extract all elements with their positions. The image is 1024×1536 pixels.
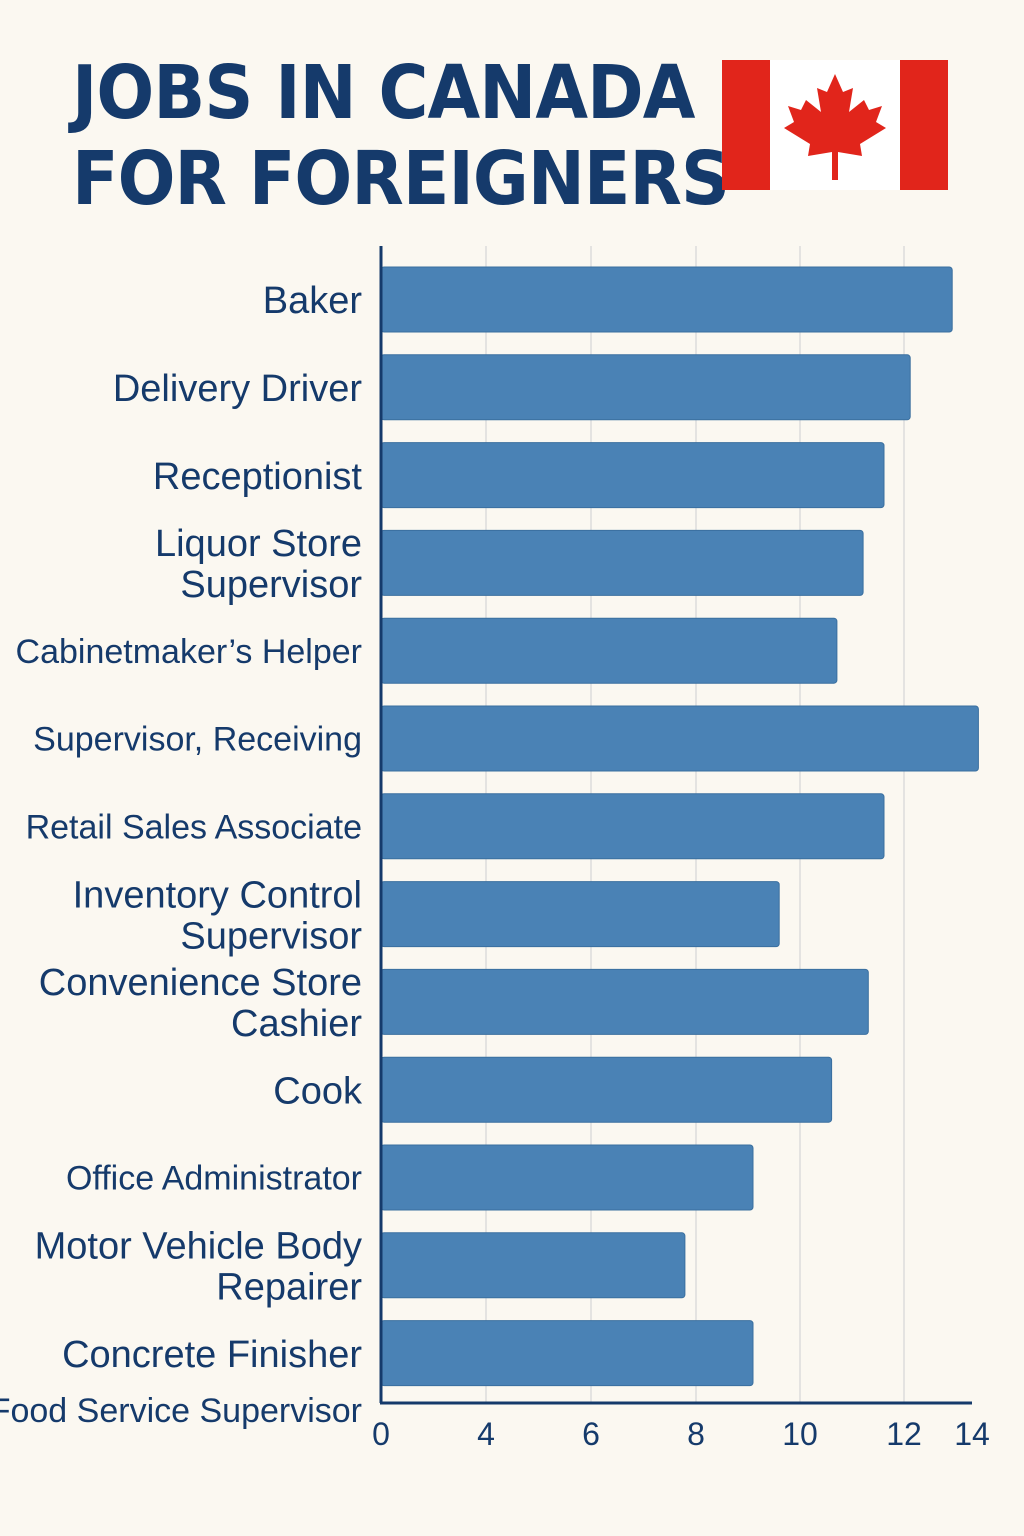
category-label-line: Food Service Supervisor: [0, 1392, 362, 1430]
category-label-line: Repairer: [216, 1267, 362, 1309]
category-label-1: Baker: [263, 280, 363, 322]
canada-flag-icon: [722, 60, 948, 190]
x-tick-label-14: 14: [954, 1416, 990, 1452]
category-label-line: Concrete Finisher: [62, 1334, 362, 1376]
page-title: JOBS IN CANADA FOR FOREIGNERS: [72, 50, 730, 222]
bar-4: [380, 529, 864, 596]
x-tick-label-4: 4: [477, 1416, 495, 1452]
category-label-line: Cook: [273, 1070, 363, 1112]
category-label-line: Convenience Store: [39, 962, 362, 1004]
chart-category-labels: Baker Delivery Driver Receptionist Liquor S…: [0, 280, 363, 1430]
category-label-9: Convenience Store Cashier: [39, 962, 363, 1045]
category-label-3: Receptionist: [153, 456, 363, 498]
bar-9: [380, 968, 869, 1035]
category-label-line: Delivery Driver: [113, 368, 362, 410]
category-label-4: Liquor Store Supervisor: [155, 523, 362, 606]
category-label-13: Concrete Finisher: [62, 1334, 362, 1376]
x-tick-label-10: 10: [782, 1416, 818, 1452]
category-label-line: Retail Sales Associate: [26, 809, 362, 847]
bar-13: [380, 1320, 754, 1387]
category-label-line: Office Administrator: [66, 1160, 362, 1198]
category-label-10: Cook: [273, 1070, 363, 1112]
category-label-line: Cabinetmaker’s Helper: [16, 633, 362, 671]
category-label-line: Receptionist: [153, 456, 363, 498]
chart-axes: [379, 246, 972, 1405]
bar-11: [380, 1144, 754, 1211]
maple-leaf-icon: [784, 74, 886, 180]
category-label-line: Liquor Store: [155, 523, 362, 565]
category-label-line: Supervisor, Receiving: [33, 721, 362, 759]
bar-2: [380, 354, 911, 421]
x-tick-label-12: 12: [886, 1416, 922, 1452]
category-label-11: Office Administrator: [66, 1160, 362, 1198]
category-label-2: Delivery Driver: [113, 368, 362, 410]
bar-5: [380, 617, 838, 684]
category-label-line: Motor Vehicle Body: [35, 1226, 362, 1268]
x-tick-label-6: 6: [582, 1416, 600, 1452]
bar-1: [380, 266, 953, 333]
chart-tick-labels: 0 4 6 8 10 12 14: [372, 1416, 990, 1452]
category-label-5: Cabinetmaker’s Helper: [16, 633, 362, 671]
category-label-12: Motor Vehicle Body Repairer: [35, 1226, 363, 1309]
category-label-8: Inventory Control Supervisor: [73, 874, 363, 957]
category-label-6: Supervisor, Receiving: [33, 721, 362, 759]
category-label-7: Retail Sales Associate: [26, 809, 362, 847]
title-line-1: JOBS IN CANADA: [72, 50, 695, 136]
flag-right-band: [900, 60, 948, 190]
chart-bars: [380, 266, 979, 1387]
category-label-line: Cashier: [231, 1003, 362, 1045]
bar-7: [380, 793, 885, 860]
bar-8: [380, 881, 780, 948]
x-tick-label-8: 8: [687, 1416, 705, 1452]
category-label-14: Food Service Supervisor: [0, 1392, 362, 1430]
bar-6: [380, 705, 979, 772]
flag-left-band: [722, 60, 770, 190]
bar-10: [380, 1056, 833, 1123]
category-label-line: Baker: [263, 280, 363, 322]
x-tick-label-0: 0: [372, 1416, 390, 1452]
bar-12: [380, 1232, 686, 1299]
category-label-line: Supervisor: [180, 564, 362, 606]
bar-3: [380, 442, 885, 509]
category-label-line: Supervisor: [180, 915, 362, 957]
category-label-line: Inventory Control: [73, 874, 362, 916]
title-line-2: FOR FOREIGNERS: [72, 136, 730, 222]
